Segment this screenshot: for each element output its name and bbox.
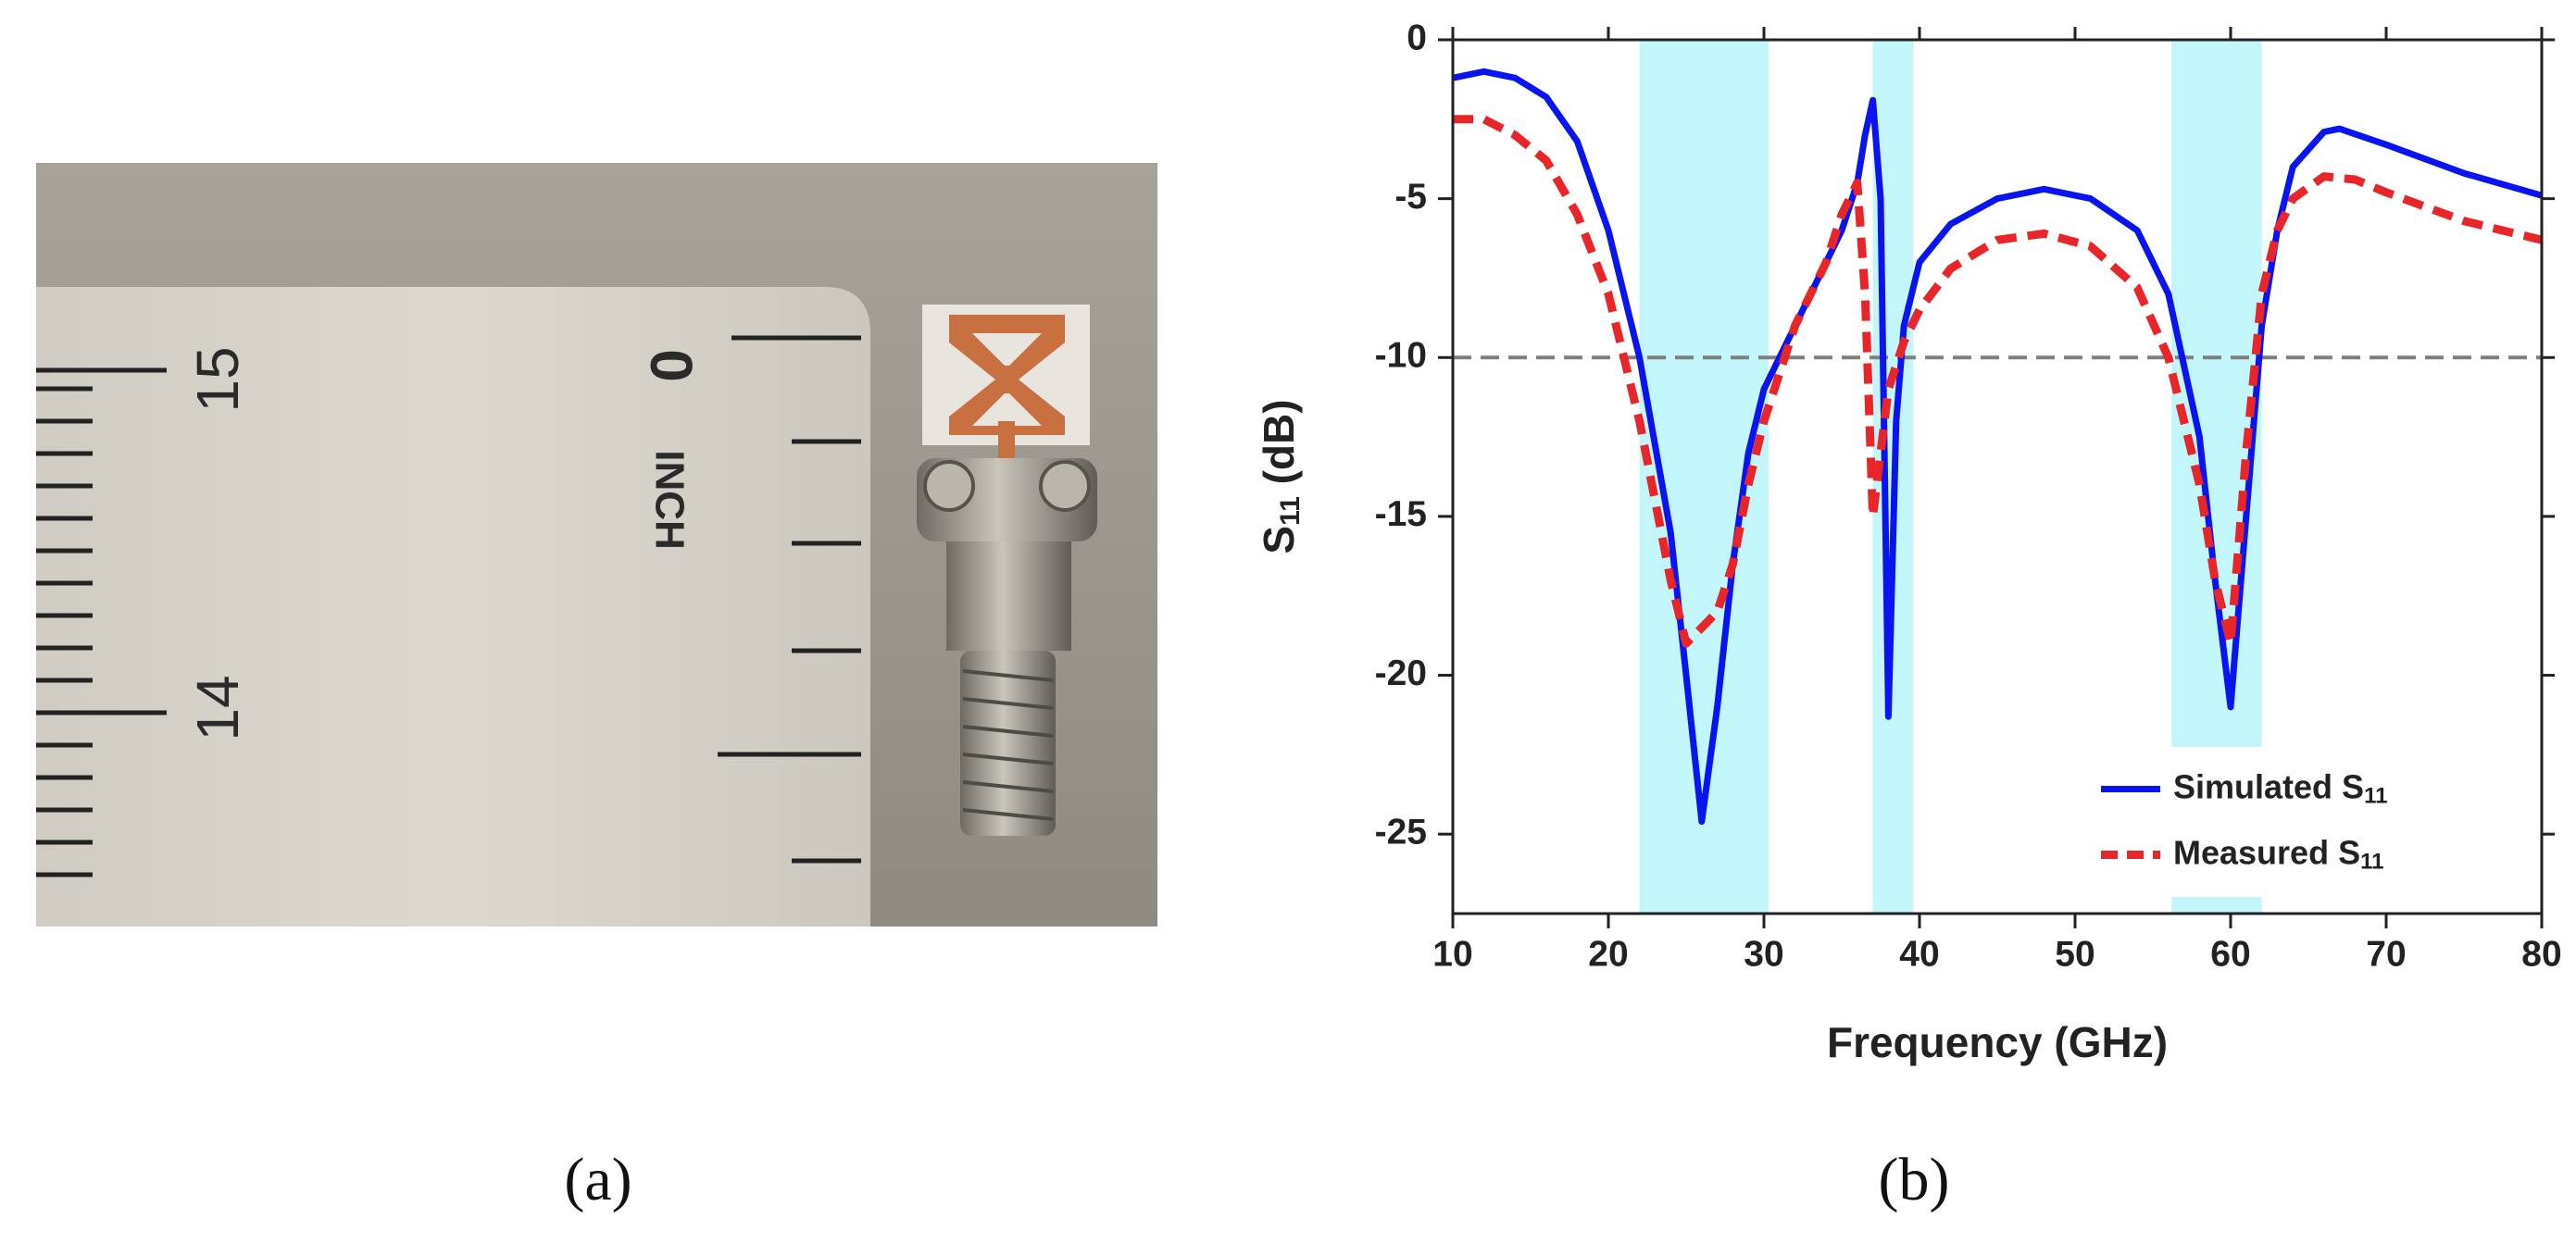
y-tick-label: -20 (1375, 653, 1427, 693)
series-line (1452, 68, 2543, 825)
y-axis-label: S11 (dB) (1255, 399, 1306, 554)
legend-name: Measured S (2173, 833, 2360, 871)
y-tick-label: -15 (1375, 494, 1427, 534)
ruler-label: 14 (184, 675, 251, 740)
x-tick-label: 30 (1744, 934, 1783, 974)
legend-label: Measured S11 (2173, 833, 2383, 875)
y-label-rest: (dB) (1255, 399, 1303, 496)
screw (1039, 460, 1091, 512)
x-tick-label: 60 (2210, 934, 2250, 974)
x-tick-label: 10 (1432, 934, 1472, 974)
thread-lines (962, 669, 1054, 821)
x-tick-label: 80 (2521, 934, 2561, 974)
panel-label: (b) (1879, 1146, 1950, 1213)
antenna (917, 305, 1097, 836)
legend-name-sub: 11 (2364, 784, 2387, 809)
legend-box (2081, 747, 2508, 897)
connector-hex (946, 541, 1071, 651)
legend-name: Simulated S (2173, 767, 2364, 805)
plot: 10 20 30 40 50 60 70 80 0 -5 -10 -15 -20 -25 Simulated… (1375, 18, 2562, 974)
plot-frame (1451, 38, 2544, 915)
panel-label: (a) (564, 1146, 631, 1213)
x-tick-label: 50 (2055, 934, 2095, 974)
slot (972, 333, 1042, 426)
ruler (36, 287, 870, 927)
legend-name-sub: 11 (2360, 850, 2383, 875)
y-tick-label: -25 (1375, 812, 1427, 852)
legend-label: Simulated S11 (2173, 767, 2387, 809)
ruler-label: 15 (184, 346, 251, 412)
y-label-sub: 11 (1275, 496, 1306, 526)
y-label-main: S (1255, 526, 1303, 554)
x-tick-label: 70 (2366, 934, 2406, 974)
copper-patch (949, 315, 1065, 435)
x-axis-label: Frequency (GHz) (1827, 1018, 2168, 1066)
screw (923, 460, 975, 512)
series-line (1453, 115, 2544, 648)
ruler-label: INCH (646, 450, 692, 550)
ruler-label: 0 (638, 349, 705, 382)
photo: 15 14 INCH 0 (36, 163, 1157, 927)
y-tick-label: 0 (1407, 18, 1427, 57)
y-tick-label: -10 (1375, 336, 1427, 376)
y-tick-label: -5 (1394, 177, 1427, 217)
x-tick-label: 20 (1588, 934, 1628, 974)
x-tick-label: 40 (1899, 934, 1939, 974)
ruler-ticks (36, 335, 861, 877)
